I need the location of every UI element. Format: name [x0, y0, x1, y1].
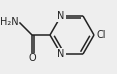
Text: H₂N: H₂N — [0, 17, 18, 27]
Text: N: N — [57, 49, 65, 59]
Text: O: O — [28, 53, 36, 63]
Text: N: N — [57, 11, 65, 21]
Text: Cl: Cl — [96, 30, 106, 40]
